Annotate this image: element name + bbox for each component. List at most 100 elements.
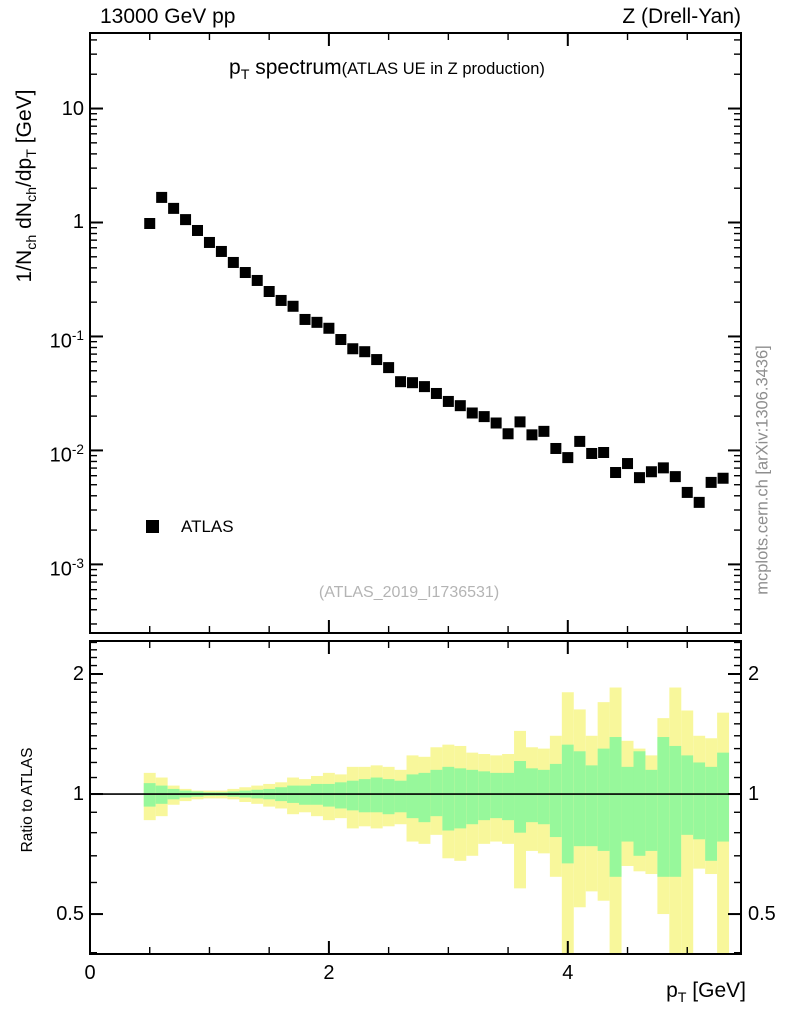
data-point (586, 447, 598, 459)
ratio-band-inner (633, 751, 646, 856)
ratio-band-inner (406, 774, 419, 819)
data-point (335, 334, 347, 346)
data-point (215, 245, 227, 257)
ratio-band-inner (669, 745, 682, 877)
data-point (466, 407, 478, 419)
data-point (538, 425, 550, 437)
ratio-band-inner (442, 766, 455, 831)
ratio-band-inner (609, 737, 622, 877)
ratio-y-tick-label-left: 2 (72, 663, 84, 685)
ratio-band-inner (514, 761, 526, 833)
data-point (669, 471, 681, 483)
ratio-band-inner (573, 751, 586, 847)
ratio-band-inner (705, 766, 718, 861)
data-point (681, 486, 693, 498)
ratio-band-inner (430, 769, 443, 817)
ratio-band-inner (657, 737, 670, 877)
ratio-band-inner (681, 755, 694, 835)
data-point (574, 435, 586, 447)
data-point (263, 286, 275, 298)
data-point (323, 322, 335, 334)
ratio-y-tick-label-left: 1 (72, 783, 84, 806)
legend-label: ATLAS (181, 517, 234, 536)
ratio-y-tick-label-left: 0.5 (56, 903, 84, 926)
data-point (347, 343, 359, 355)
ratio-band-inner (645, 769, 658, 851)
ratio-y-tick-label-right: 2 (748, 663, 760, 685)
legend: ATLAS (146, 518, 234, 536)
data-point (526, 429, 538, 441)
ratio-band-inner (621, 766, 634, 842)
data-point (275, 294, 287, 306)
ratio-panel-frame (89, 640, 742, 955)
data-point (192, 224, 204, 236)
data-point (251, 274, 263, 286)
data-point (550, 442, 562, 454)
ratio-band-inner (394, 780, 407, 813)
watermark-dataset: (ATLAS_2019_I1736531) (318, 584, 500, 601)
data-point (514, 416, 526, 428)
ratio-band-inner (322, 783, 335, 807)
ratio-band-inner (454, 768, 467, 829)
beam-energy-label: 13000 GeV pp (100, 5, 236, 28)
ratio-band-inner (334, 782, 347, 809)
data-point (203, 236, 215, 248)
ratio-band-inner (537, 769, 550, 825)
ratio-band-inner (358, 779, 371, 813)
data-point (633, 472, 645, 484)
ratio-band-inner (370, 777, 383, 813)
main-y-tick-label: 10-2 (49, 442, 84, 468)
x-tick-label: 4 (562, 962, 574, 984)
data-point (693, 496, 705, 508)
ratio-band-inner (418, 772, 431, 823)
data-point (657, 462, 669, 474)
data-point (299, 313, 311, 325)
ratio-band-inner (143, 783, 156, 807)
data-point (395, 376, 407, 388)
data-point (478, 411, 490, 423)
ratio-band-inner (466, 769, 479, 825)
data-point (454, 400, 466, 412)
ratio-band-inner (561, 744, 574, 864)
data-point (227, 256, 239, 268)
data-point (383, 362, 395, 374)
data-point (622, 458, 634, 470)
data-point (287, 300, 299, 312)
x-axis-label: pT [GeV] (666, 979, 746, 1007)
data-point (407, 377, 419, 389)
ratio-band-inner (549, 763, 562, 838)
main-panel-frame (89, 32, 742, 634)
plot-title-main: pT spectrum (229, 56, 342, 84)
data-point (359, 346, 371, 358)
plot-title-paren: (ATLAS UE in Z production) (341, 60, 545, 78)
ratio-y-tick-label-right: 0.5 (748, 903, 776, 926)
data-point (490, 417, 502, 429)
ratio-band-inner (525, 768, 538, 823)
data-point (371, 354, 383, 366)
data-point (562, 452, 574, 464)
data-point (705, 476, 717, 488)
main-y-tick-label: 1 (72, 211, 84, 234)
ratio-band-inner (346, 780, 359, 811)
data-point (144, 217, 156, 229)
ratio-band-inner (490, 772, 503, 819)
data-point (239, 267, 251, 279)
x-tick-label: 2 (323, 962, 335, 984)
data-point (180, 214, 192, 226)
ratio-band-inner (585, 765, 598, 847)
data-point (442, 395, 454, 407)
watermark-mcplots: mcplots.cern.ch [arXiv:1306.3436] (753, 345, 772, 595)
main-y-tick-label: 10-3 (49, 556, 84, 582)
main-y-tick-label: 10-1 (49, 328, 84, 354)
data-point (156, 191, 168, 203)
data-point (311, 316, 323, 328)
data-point (418, 381, 430, 393)
data-point (610, 467, 622, 479)
ratio-band-inner (597, 748, 610, 851)
legend-marker-square-icon (146, 520, 159, 534)
data-point (430, 387, 442, 399)
ratio-band-inner (299, 785, 311, 805)
data-point (502, 428, 514, 440)
